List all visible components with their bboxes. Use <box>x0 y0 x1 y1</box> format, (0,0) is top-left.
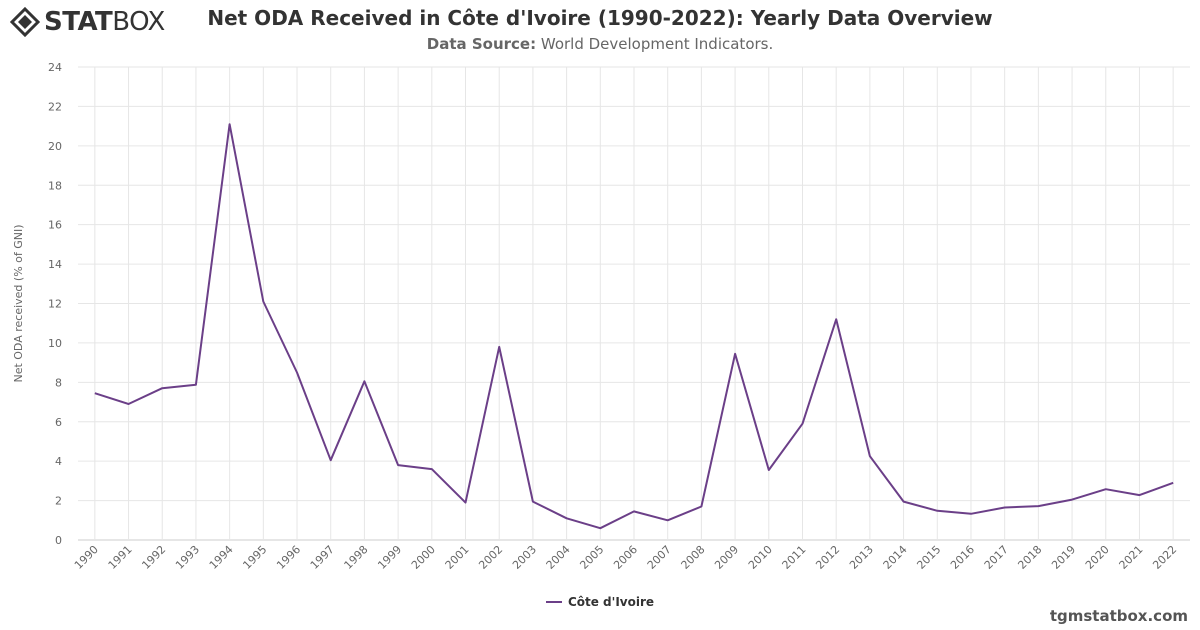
data-point[interactable] <box>497 345 501 349</box>
y-tick-label: 12 <box>48 298 62 311</box>
y-tick-label: 6 <box>55 416 62 429</box>
x-tick-label: 2014 <box>881 543 910 572</box>
y-tick-label: 0 <box>55 534 62 547</box>
data-point[interactable] <box>93 391 97 395</box>
series-line[interactable] <box>94 123 1174 530</box>
x-tick-label: 2015 <box>914 543 943 572</box>
data-point[interactable] <box>868 454 872 458</box>
y-tick-label: 2 <box>55 495 62 508</box>
data-point[interactable] <box>800 422 804 426</box>
data-point[interactable] <box>362 379 366 383</box>
chart-subtitle: Data Source: World Development Indicator… <box>0 35 1200 53</box>
grid-layer <box>78 66 1190 541</box>
logo-text-bold: STAT <box>44 7 113 37</box>
x-tick-label: 1997 <box>308 543 337 572</box>
legend-swatch <box>545 601 562 603</box>
data-point[interactable] <box>834 317 838 321</box>
y-tick-label: 24 <box>48 61 62 74</box>
x-tick-label: 1999 <box>375 543 404 572</box>
data-point[interactable] <box>1104 487 1108 491</box>
y-axis-title: Net ODA received (% of GNI) <box>12 224 25 382</box>
x-tick-label: 2017 <box>982 543 1011 572</box>
x-tick-label: 2013 <box>847 543 876 572</box>
data-point[interactable] <box>464 501 468 505</box>
x-tick-label: 2007 <box>645 543 674 572</box>
data-point[interactable] <box>261 300 265 304</box>
data-point[interactable] <box>902 500 906 504</box>
x-tick-label: 2004 <box>544 543 573 572</box>
x-tick-label: 2021 <box>1117 543 1146 572</box>
x-tick-label: 2008 <box>679 543 708 572</box>
data-point[interactable] <box>127 402 131 406</box>
y-tick-label: 22 <box>48 100 62 113</box>
y-tick-label: 14 <box>48 258 62 271</box>
footer-url: tgmstatbox.com <box>1049 607 1188 625</box>
data-point[interactable] <box>1036 504 1040 508</box>
x-tick-label: 2020 <box>1083 543 1112 572</box>
legend[interactable]: Côte d'Ivoire <box>0 595 1200 609</box>
data-point[interactable] <box>699 504 703 508</box>
data-point[interactable] <box>935 509 939 513</box>
x-tick-label: 2019 <box>1049 543 1078 572</box>
x-tick-label: 2012 <box>813 543 842 572</box>
x-tick-label: 1990 <box>72 543 101 572</box>
data-point[interactable] <box>969 512 973 516</box>
x-tick-label: 2016 <box>948 543 977 572</box>
logo-text: STATBOX <box>44 7 165 37</box>
data-point[interactable] <box>1137 493 1141 497</box>
x-tick-label: 2006 <box>611 543 640 572</box>
data-point[interactable] <box>565 516 569 520</box>
y-tick-label: 18 <box>48 179 62 192</box>
x-tick-label: 2018 <box>1015 543 1044 572</box>
data-point[interactable] <box>194 383 198 387</box>
data-point[interactable] <box>228 122 232 126</box>
x-tick-label: 1991 <box>106 543 135 572</box>
data-point[interactable] <box>396 463 400 467</box>
x-tick-label: 2005 <box>577 543 606 572</box>
data-point[interactable] <box>531 500 535 504</box>
x-tick-label: 2009 <box>712 543 741 572</box>
statbox-logo: STATBOX <box>10 6 180 38</box>
data-point[interactable] <box>1070 498 1074 502</box>
series-layer <box>93 122 1175 530</box>
data-point[interactable] <box>632 509 636 513</box>
x-tick-label: 1995 <box>240 543 269 572</box>
data-point[interactable] <box>598 526 602 530</box>
x-tick-label: 1992 <box>139 543 168 572</box>
data-point[interactable] <box>767 468 771 472</box>
x-tick-labels: 1990 1991 1992 1993 1994 1995 1996 1997 1998 1999… <box>72 543 1179 572</box>
x-tick-label: 1994 <box>207 543 236 572</box>
logo-diamond-icon <box>10 7 40 37</box>
data-point[interactable] <box>733 352 737 356</box>
data-point[interactable] <box>430 467 434 471</box>
x-tick-label: 1993 <box>173 543 202 572</box>
logo-text-light: BOX <box>112 7 165 37</box>
legend-label: Côte d'Ivoire <box>567 595 655 609</box>
x-tick-label: 2010 <box>746 543 775 572</box>
data-point[interactable] <box>1003 505 1007 509</box>
y-tick-label: 20 <box>48 140 62 153</box>
x-tick-label: 2002 <box>476 543 505 572</box>
y-tick-label: 8 <box>55 376 62 389</box>
source-value: World Development Indicators. <box>540 35 774 53</box>
data-point[interactable] <box>1171 481 1175 485</box>
data-point[interactable] <box>329 458 333 462</box>
x-tick-label: 2001 <box>443 543 472 572</box>
source-label: Data Source: <box>426 35 537 53</box>
x-tick-label: 2022 <box>1150 543 1179 572</box>
y-tick-label: 4 <box>55 455 62 468</box>
x-tick-label: 2011 <box>780 543 809 572</box>
y-tick-label: 16 <box>48 219 62 232</box>
data-point[interactable] <box>160 386 164 390</box>
y-tick-label: 10 <box>48 337 62 350</box>
x-tick-label: 2003 <box>510 543 539 572</box>
data-point[interactable] <box>295 370 299 374</box>
chart-title: Net ODA Received in Côte d'Ivoire (1990-… <box>207 6 993 30</box>
x-tick-label: 1996 <box>274 543 303 572</box>
x-tick-label: 1998 <box>342 543 371 572</box>
data-point[interactable] <box>666 518 670 522</box>
x-tick-label: 2000 <box>409 543 438 572</box>
